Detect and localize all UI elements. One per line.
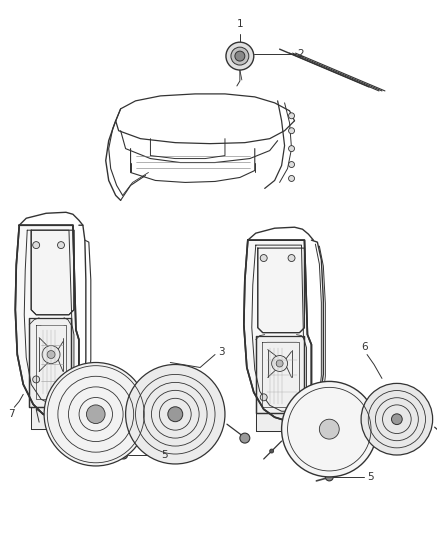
Text: 3: 3 [218, 346, 225, 357]
Text: 7: 7 [8, 409, 14, 419]
Text: 1: 1 [237, 19, 243, 29]
Polygon shape [256, 413, 307, 431]
Circle shape [276, 360, 283, 367]
Circle shape [272, 356, 288, 372]
Circle shape [231, 47, 249, 65]
Circle shape [289, 128, 294, 134]
Circle shape [289, 146, 294, 151]
Circle shape [240, 433, 250, 443]
Circle shape [33, 376, 40, 383]
Circle shape [289, 161, 294, 167]
Circle shape [44, 362, 148, 466]
Circle shape [33, 241, 40, 248]
Circle shape [260, 394, 267, 401]
Circle shape [361, 383, 433, 455]
Circle shape [270, 449, 274, 453]
Polygon shape [244, 240, 311, 421]
Circle shape [168, 407, 183, 422]
Text: 6: 6 [361, 342, 367, 352]
Text: 2: 2 [297, 49, 304, 59]
Circle shape [260, 255, 267, 262]
Circle shape [319, 419, 339, 439]
Circle shape [42, 345, 60, 364]
Polygon shape [256, 336, 304, 413]
Circle shape [47, 351, 55, 359]
Circle shape [289, 175, 294, 181]
Polygon shape [31, 230, 74, 315]
Circle shape [392, 414, 402, 425]
Polygon shape [31, 407, 76, 429]
Circle shape [288, 255, 295, 262]
Circle shape [282, 382, 377, 477]
Circle shape [120, 451, 127, 459]
Text: 5: 5 [161, 450, 168, 460]
Circle shape [325, 473, 333, 481]
Circle shape [226, 42, 254, 70]
Circle shape [289, 113, 294, 119]
Circle shape [288, 404, 295, 411]
Polygon shape [258, 248, 304, 333]
Circle shape [126, 365, 225, 464]
Text: 5: 5 [367, 472, 374, 482]
Polygon shape [15, 225, 79, 419]
Circle shape [86, 405, 105, 424]
Circle shape [57, 386, 64, 393]
Polygon shape [29, 318, 71, 407]
Circle shape [57, 241, 64, 248]
Circle shape [235, 51, 245, 61]
